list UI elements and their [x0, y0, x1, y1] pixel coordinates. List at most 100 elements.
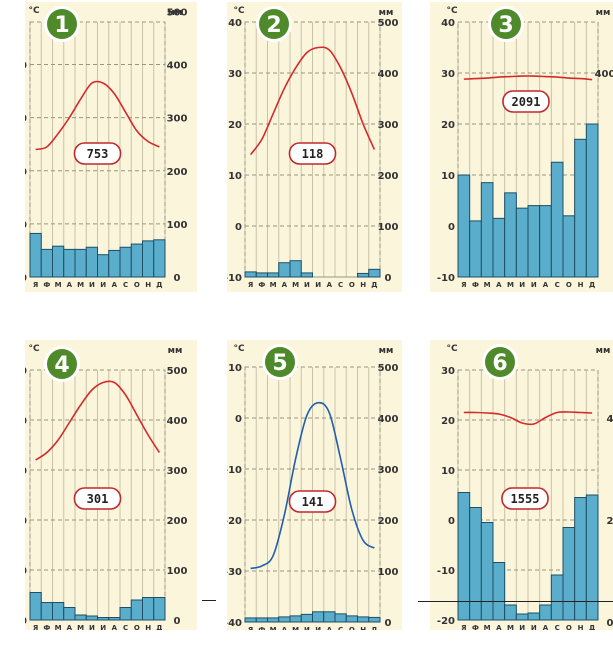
annual-precip-badge: [288, 142, 337, 165]
month-label: М: [507, 281, 514, 289]
month-label: С: [555, 281, 560, 289]
month-label: М: [55, 624, 62, 630]
month-label: Я: [248, 281, 253, 289]
month-label: Д: [589, 281, 595, 289]
month-label: Ф: [43, 624, 50, 630]
precip-tick-label: 300: [378, 120, 399, 131]
precip-tick-label: 0: [174, 273, 181, 284]
precip-tick-label: 0: [385, 618, 392, 629]
precip-bar: [574, 138, 587, 278]
month-label: Н: [360, 281, 366, 289]
month-label: Д: [156, 281, 162, 289]
precip-tick-label: 4: [607, 414, 613, 425]
precip-bar: [585, 123, 599, 278]
precip-bar: [357, 616, 370, 623]
month-label: А: [496, 624, 502, 630]
annual-precip-value: 1555: [511, 492, 540, 506]
precip-tick-label: 500: [378, 18, 399, 29]
month-label: Ф: [258, 626, 265, 630]
month-label: Д: [371, 281, 377, 289]
precip-bar: [323, 611, 336, 623]
chart-number-circle: [485, 347, 515, 377]
month-label: И: [531, 624, 537, 630]
precip-bar: [527, 205, 541, 278]
precip-bar: [74, 614, 87, 621]
precip-tick-label: 500: [167, 7, 188, 18]
precip-bar: [492, 217, 506, 278]
climate-chart-1: 20100-10-205004003002001000°CммЯФМАМИИАС…: [25, 2, 197, 292]
precip-bar: [492, 562, 506, 621]
precip-bar: [527, 612, 541, 621]
month-label: И: [89, 624, 95, 630]
temp-tick-label: 30: [441, 366, 455, 377]
month-label: Н: [145, 624, 151, 630]
month-label: И: [315, 281, 321, 289]
temp-tick-label: -10: [25, 220, 27, 231]
chart-number: 6: [492, 351, 507, 376]
precip-bar: [63, 607, 76, 621]
month-label: Д: [156, 624, 162, 630]
precip-tick-label: 0: [607, 618, 613, 629]
month-label: О: [349, 281, 355, 289]
precip-bar: [142, 240, 155, 278]
precip-tick-label: 100: [167, 566, 188, 577]
precip-tick-label: 500: [167, 366, 188, 377]
month-label: А: [282, 626, 288, 630]
temperature-line: [35, 380, 161, 461]
precip-bar: [357, 272, 370, 278]
precip-bar: [334, 613, 347, 623]
month-label: Ф: [258, 281, 265, 289]
chart-svg-4: 3020100-10-205004003002001000°CммЯФМАМИИ…: [25, 340, 197, 630]
precip-bar: [562, 215, 576, 278]
precip-bar: [267, 617, 280, 623]
precip-bar: [255, 617, 268, 623]
temp-tick-label: 40: [441, 18, 455, 29]
month-label: Н: [578, 624, 584, 630]
temp-tick-label: 10: [441, 171, 455, 182]
precip-bar: [130, 599, 143, 621]
temp-tick-label: 20: [228, 120, 242, 131]
temp-tick-label: 10: [228, 363, 242, 374]
temperature-line: [250, 401, 375, 570]
temp-tick-label: -20: [25, 273, 27, 284]
month-label: Я: [461, 281, 466, 289]
chart-number: 4: [54, 353, 69, 378]
temp-tick-label: 30: [25, 366, 27, 377]
annual-precip-badge: [502, 90, 550, 113]
precip-tick-label: 300: [167, 466, 188, 477]
chart-number: 1: [54, 13, 69, 38]
month-label: М: [55, 281, 62, 289]
temp-unit-label: °C: [28, 6, 40, 16]
month-label: А: [327, 281, 333, 289]
precip-bar: [29, 232, 42, 278]
precip-bar: [130, 243, 143, 278]
precip-bar: [63, 248, 76, 278]
precip-bar: [457, 174, 471, 278]
month-label: И: [304, 281, 310, 289]
precip-bar: [255, 272, 268, 278]
month-label: Н: [360, 626, 366, 630]
precip-bar: [85, 615, 98, 621]
temp-tick-label: -30: [227, 567, 242, 578]
month-label: Я: [33, 281, 38, 289]
temp-tick-label: -10: [227, 465, 242, 476]
precip-bar: [244, 617, 257, 623]
chart-number-circle: [47, 9, 77, 39]
month-label: М: [507, 624, 514, 630]
month-label: Н: [145, 281, 151, 289]
temp-tick-label: 0: [25, 167, 27, 178]
precip-bar: [469, 507, 482, 621]
temp-tick-label: 20: [441, 416, 455, 427]
precip-bar: [289, 615, 302, 623]
precip-tick-label: 200: [167, 516, 188, 527]
month-label: А: [67, 624, 73, 630]
precip-bar: [153, 239, 166, 278]
precip-bar: [504, 604, 517, 621]
annual-precip-value: 301: [87, 492, 109, 506]
precip-unit-label: мм: [596, 346, 611, 356]
precip-bar: [108, 249, 121, 278]
precip-bar: [267, 272, 280, 278]
chart-number-circle: [265, 347, 295, 377]
temp-tick-label: 0: [448, 516, 455, 527]
temperature-line: [463, 75, 593, 81]
